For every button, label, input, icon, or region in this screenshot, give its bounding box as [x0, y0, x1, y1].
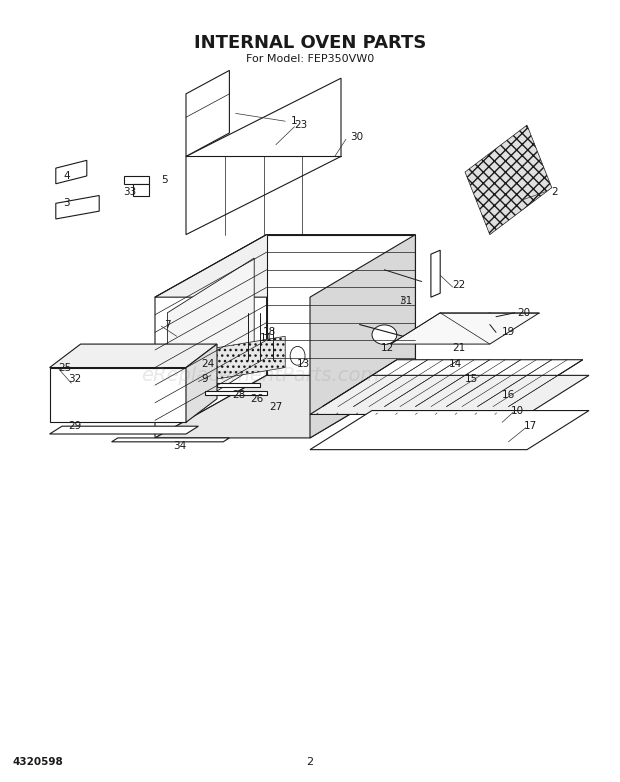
Polygon shape	[186, 70, 229, 156]
Text: 16: 16	[502, 390, 515, 400]
Bar	[133, 184, 149, 196]
Text: 10: 10	[511, 406, 525, 415]
Text: 2: 2	[306, 758, 314, 767]
Text: 33: 33	[123, 187, 137, 196]
Polygon shape	[56, 160, 87, 184]
Text: 30: 30	[350, 132, 363, 142]
Polygon shape	[167, 258, 254, 422]
Polygon shape	[50, 426, 198, 434]
Text: 7: 7	[164, 320, 171, 329]
Polygon shape	[186, 344, 217, 422]
Text: 15: 15	[464, 375, 478, 384]
Polygon shape	[155, 235, 415, 297]
Polygon shape	[465, 125, 552, 235]
Text: 4320598: 4320598	[12, 758, 63, 767]
Text: 3: 3	[64, 199, 70, 208]
Text: 26: 26	[250, 394, 264, 404]
Text: 25: 25	[58, 363, 72, 372]
Polygon shape	[192, 336, 285, 383]
Polygon shape	[267, 235, 415, 375]
Text: 19: 19	[502, 328, 515, 337]
Polygon shape	[310, 411, 589, 450]
Text: 22: 22	[452, 281, 466, 290]
Polygon shape	[112, 438, 229, 442]
Text: For Model: FEP350VW0: For Model: FEP350VW0	[246, 54, 374, 63]
Text: 1: 1	[291, 117, 298, 126]
Polygon shape	[155, 235, 267, 438]
Text: 13: 13	[297, 359, 311, 368]
Polygon shape	[217, 383, 260, 387]
Text: 14: 14	[449, 359, 463, 368]
Text: eReplacementParts.com: eReplacementParts.com	[141, 366, 379, 385]
Text: 24: 24	[201, 359, 215, 368]
Text: 32: 32	[68, 375, 81, 384]
Polygon shape	[322, 360, 583, 407]
Ellipse shape	[372, 325, 397, 344]
Polygon shape	[50, 344, 217, 368]
Polygon shape	[391, 313, 539, 344]
Text: 34: 34	[173, 441, 187, 450]
Polygon shape	[205, 391, 267, 395]
Text: 17: 17	[523, 421, 537, 431]
Text: 23: 23	[294, 120, 308, 130]
Polygon shape	[431, 250, 440, 297]
Polygon shape	[186, 78, 341, 235]
Polygon shape	[310, 375, 589, 414]
Text: 20: 20	[517, 308, 531, 317]
Text: 5: 5	[161, 175, 167, 185]
Text: 21: 21	[452, 343, 466, 353]
Polygon shape	[56, 196, 99, 219]
Text: 2: 2	[552, 187, 558, 196]
Text: 9: 9	[202, 375, 208, 384]
Text: 11: 11	[260, 333, 273, 343]
Text: 31: 31	[399, 296, 413, 306]
Text: 28: 28	[232, 390, 246, 400]
Bar	[124, 176, 149, 184]
Text: 12: 12	[381, 343, 394, 353]
Polygon shape	[155, 375, 415, 438]
Text: INTERNAL OVEN PARTS: INTERNAL OVEN PARTS	[194, 34, 426, 52]
Text: 27: 27	[269, 402, 283, 411]
Text: 29: 29	[68, 421, 81, 431]
Polygon shape	[310, 235, 415, 438]
Text: 18: 18	[263, 328, 277, 337]
Text: 4: 4	[64, 171, 70, 181]
Polygon shape	[50, 368, 186, 422]
Circle shape	[290, 346, 305, 365]
